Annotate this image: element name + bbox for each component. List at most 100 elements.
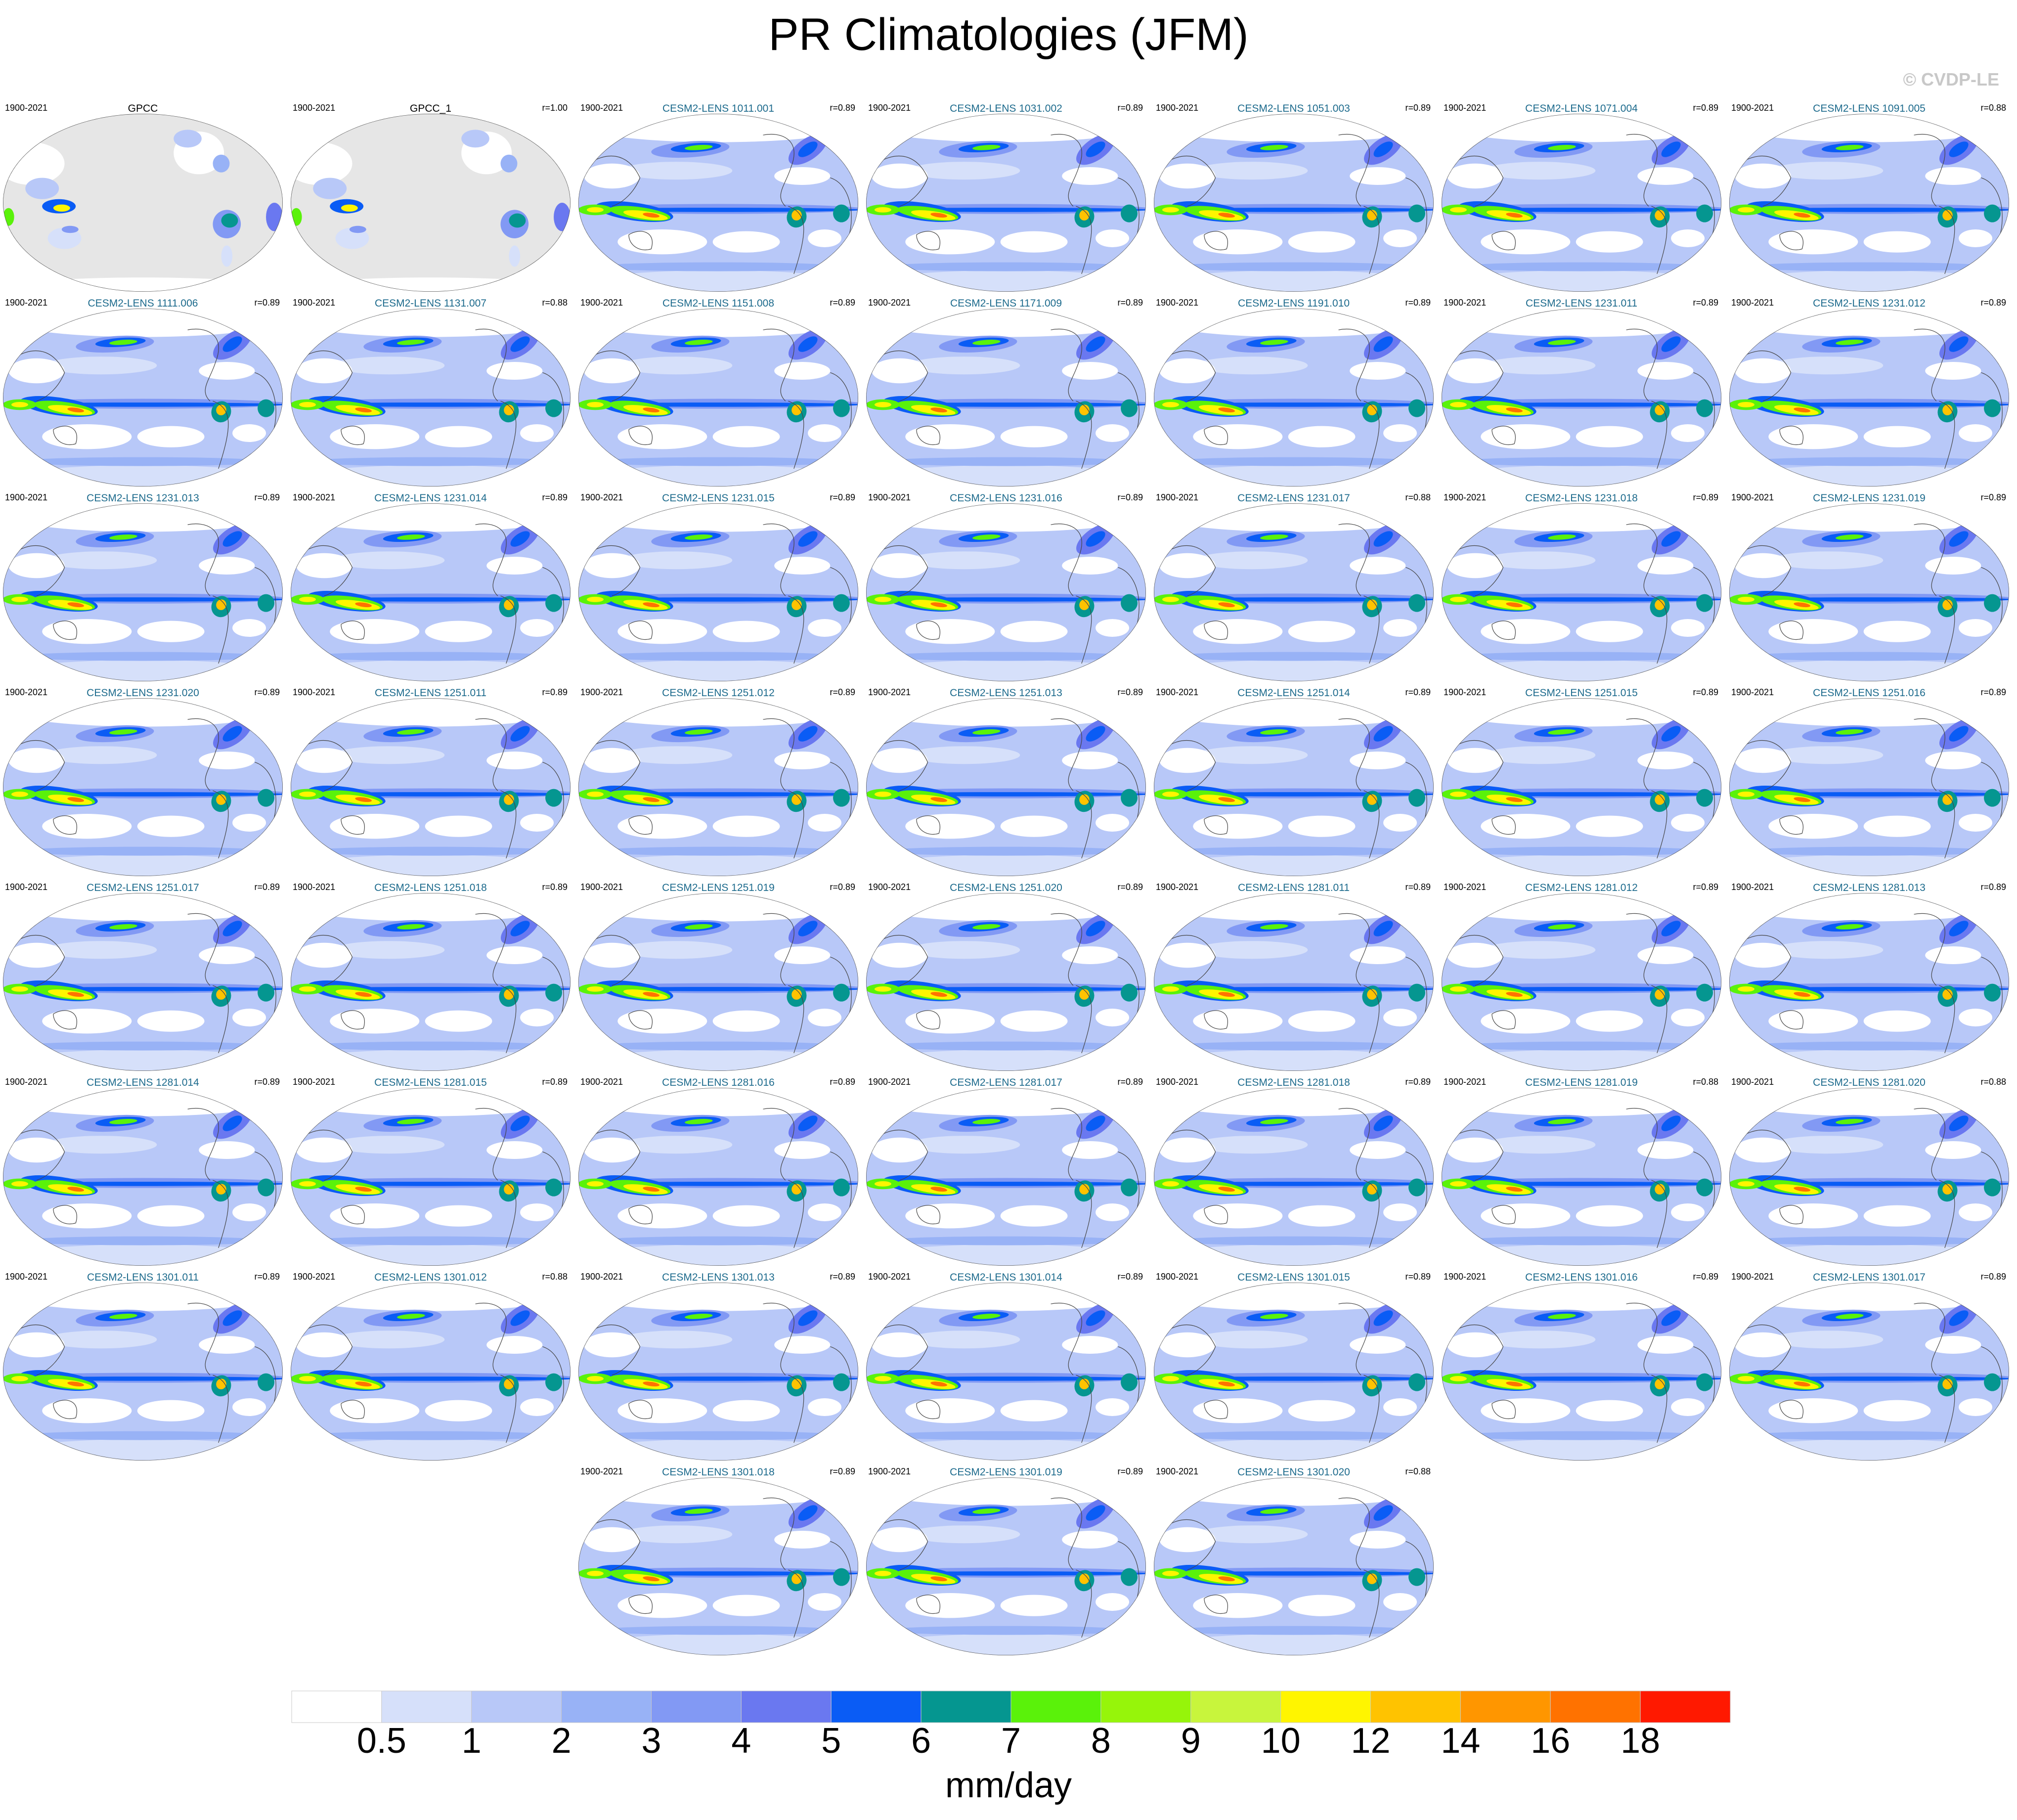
indian-ocean-peak [1162,792,1179,797]
panel-pattern-correlation: r=0.89 [1405,687,1431,697]
indian-ocean-peak [874,1571,891,1576]
map-plot [578,503,858,681]
panel-title: CESM2-LENS 1231.015 [662,492,775,504]
amazon-peak [1942,794,1953,805]
panel-years: 1900-2021 [580,298,623,308]
dry-zone-south-atlantic [1383,1009,1417,1026]
coastline [788,985,804,1054]
dry-zone-south-atlantic [1383,619,1417,637]
coastline [871,351,928,401]
panel-title: CESM2-LENS 1231.016 [950,492,1062,504]
africa-rain [258,1373,275,1391]
warm-pool-peak [1218,213,1235,218]
polar-north [866,114,1146,142]
map-panel: 1900-2021 CESM2-LENS 1231.011 r=0.89 [1439,298,1724,492]
dry-zone-south-atlantic [232,1203,266,1221]
amazon-peak [791,210,802,221]
map-plot [3,114,283,292]
coastline [916,426,940,445]
storm-track-southern [880,262,1132,271]
dry-zone-south-pacific [617,814,707,839]
indian-ocean-peak [586,597,604,602]
storm-track-atlantic-core [1086,336,1105,352]
panel-pattern-correlation: r=0.89 [1405,298,1431,308]
dry-zone-north-atlantic [486,557,543,575]
coastline [1076,790,1092,859]
coastline [583,1325,641,1376]
dry-zone-south-pacific [905,424,995,449]
panel-title: CESM2-LENS 1251.016 [1813,687,1926,699]
dry-zone-south-east-pacific [425,1400,492,1421]
warm-pool-peak [930,992,947,997]
dry-zone-north-pacific [332,746,445,764]
storm-track-southern [880,1236,1132,1245]
coastline [916,815,940,835]
panel-years: 1900-2021 [293,492,336,502]
map-panel: 1900-2021 CESM2-LENS 1251.020 r=0.89 [863,882,1149,1077]
dry-zone-south-pacific [1481,619,1571,644]
africa-rain [1984,399,2001,417]
colorbar-tick-label: 18 [1621,1721,1661,1761]
storm-track-pacific-peak [1548,729,1576,735]
colorbar-tick-label: 6 [911,1721,931,1761]
indian-ocean-peak [874,986,891,992]
coastline [1914,328,1945,401]
panel-title: CESM2-LENS 1091.005 [1813,103,1926,114]
dry-zone-south-east-pacific [1288,815,1356,837]
panel-title: CESM2-LENS 1281.020 [1813,1077,1926,1088]
coastline [187,718,219,791]
coastline [628,1400,653,1419]
warm-pool-peak [1506,1187,1523,1192]
storm-track-pacific-peak [1548,924,1576,930]
dry-zone-south-atlantic [1096,1203,1130,1221]
dry-zone-asia [296,358,352,384]
indian-ocean-peak [299,402,316,407]
storm-track-southern [1455,1236,1708,1245]
dry-zone-north-atlantic [1062,752,1118,769]
polar-south [3,1439,283,1461]
map-plot [3,1088,283,1266]
warm-pool-peak [1794,407,1810,413]
map-panel: 1900-2021 CESM2-LENS 1301.017 r=0.89 [1726,1272,2012,1466]
map-panel: 1900-2021 CESM2-LENS 1301.011 r=0.89 [0,1272,286,1466]
coastline [500,1375,517,1443]
dry-zone-north-atlantic [774,362,831,380]
africa-rain [1121,399,1138,417]
storm-track-pacific-peak [972,1508,1001,1514]
coastline [296,1130,353,1181]
dry-zone-north-pacific [1483,746,1596,764]
storm-track-atlantic-core [1661,531,1681,547]
dry-zone-south-pacific [330,1009,420,1034]
coastline [1939,595,1955,664]
panel-pattern-correlation: r=0.89 [254,492,280,502]
panel-title: CESM2-LENS 1301.017 [1813,1272,1926,1283]
storm-track-atlantic-core [1086,141,1105,157]
coastline [1651,790,1667,859]
map-plot [1442,1088,1721,1266]
dry-zone-asia [1159,748,1216,773]
coastline [871,740,928,791]
africa-rain [1984,1373,2001,1391]
map-panel: 1900-2021 CESM2-LENS 1151.008 r=0.89 [575,298,861,492]
polar-north [291,893,570,922]
coastline [763,718,794,791]
coastline [1939,400,1955,469]
coastline [1914,133,1945,207]
map-panel: 1900-2021 CESM2-LENS 1171.009 r=0.89 [863,298,1149,492]
storm-track-pacific-peak [1548,1313,1576,1319]
dry-zone-asia [1447,163,1503,189]
panel-years: 1900-2021 [1156,492,1199,502]
coastline [1914,1302,1945,1376]
warm-pool-peak [930,1187,947,1192]
panel-years: 1900-2021 [1731,1272,1774,1282]
dry-zone-north-pacific [1195,1331,1308,1349]
warm-pool-peak [1794,797,1810,802]
storm-track-pacific-peak [972,144,1001,150]
dry-zone-south-east-pacific [1576,1010,1643,1032]
polar-north [578,893,858,922]
coastline [1204,1010,1228,1029]
dry-zone-south-atlantic [808,1009,842,1026]
dry-zone-south-atlantic [1959,1203,1993,1221]
coastline [1159,1519,1216,1570]
panel-pattern-correlation: r=0.88 [1980,103,2006,113]
